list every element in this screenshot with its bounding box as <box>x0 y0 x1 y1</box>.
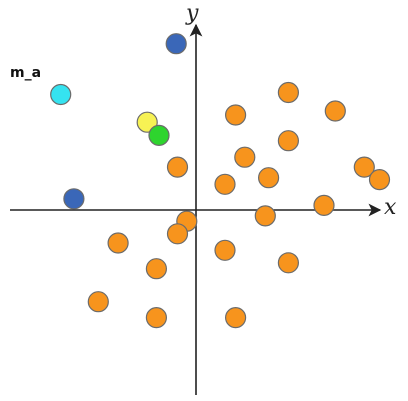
point-o18 <box>145 258 167 280</box>
point-o19 <box>87 291 109 313</box>
point-group <box>50 33 391 329</box>
y-axis-label: y <box>185 1 199 26</box>
point-blue-left <box>63 188 85 210</box>
point-o10 <box>368 169 391 191</box>
point-o1 <box>277 81 299 104</box>
point-o21 <box>225 307 247 329</box>
point-o2 <box>324 100 346 122</box>
point-o14 <box>166 223 189 245</box>
point-o15 <box>107 232 129 254</box>
point-blue-top <box>165 33 187 55</box>
point-yellow-1 <box>136 111 158 133</box>
point-o20 <box>145 307 167 329</box>
point-o11 <box>313 194 335 216</box>
point-o16 <box>214 239 236 261</box>
point-green-1 <box>148 124 170 146</box>
point-o9 <box>214 173 236 195</box>
x-axis-label: x <box>384 195 397 220</box>
m-a-label: m_a <box>10 65 41 81</box>
point-o8 <box>258 167 280 189</box>
point-o7 <box>353 156 375 178</box>
point-o12 <box>254 205 276 227</box>
point-o17 <box>277 252 299 274</box>
point-m_a <box>50 83 72 106</box>
point-o3 <box>225 104 247 126</box>
point-o4 <box>277 130 299 152</box>
point-o5 <box>234 146 256 168</box>
point-o6 <box>166 156 189 178</box>
